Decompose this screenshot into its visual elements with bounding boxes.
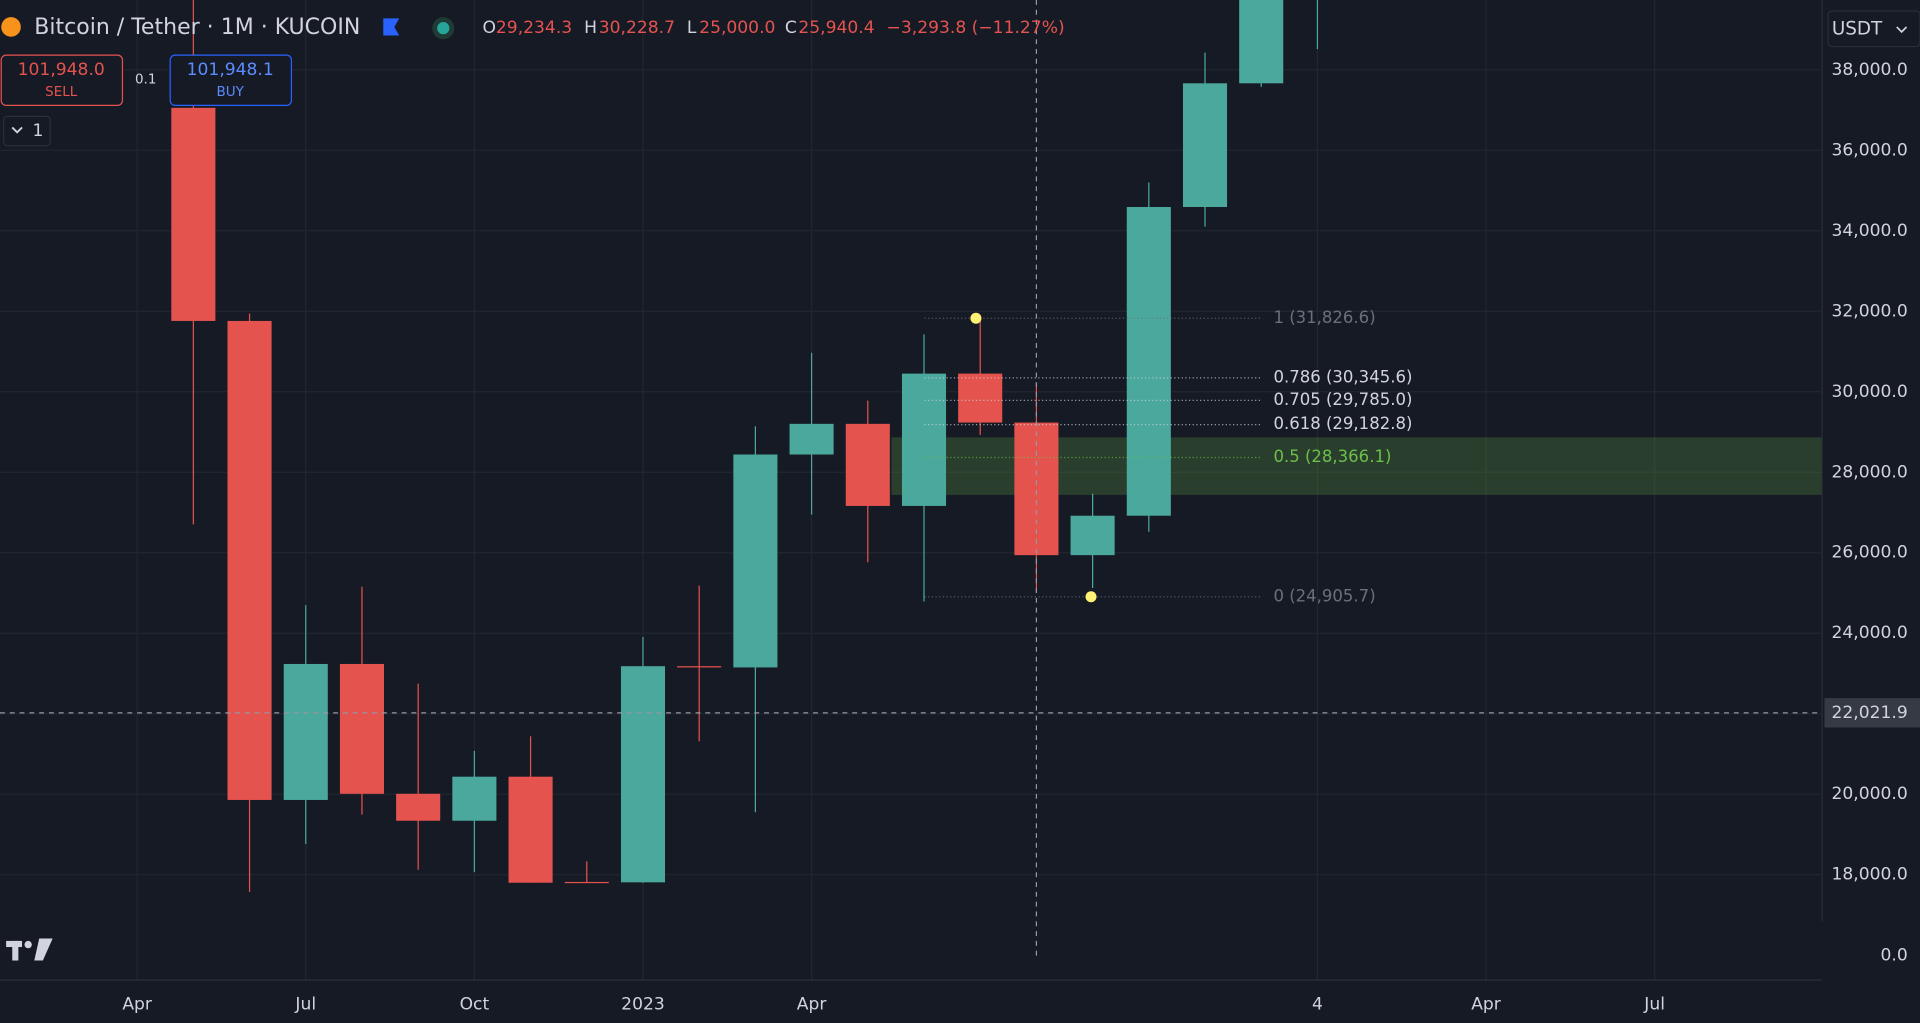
buy-label: BUY — [217, 84, 245, 100]
y-tick-label: 36,000.0 — [1832, 140, 1908, 160]
y-tick-label: 38,000.0 — [1832, 60, 1908, 80]
ohlc-label: H — [584, 18, 597, 38]
x-tick-label: 2023 — [621, 995, 665, 1015]
candle-body — [958, 373, 1003, 423]
x-tick-label: Jul — [294, 995, 316, 1015]
y-tick-label: 26,000.0 — [1832, 543, 1908, 563]
fib-label: 0.618 (29,182.8) — [1273, 414, 1412, 433]
candle-body — [1239, 0, 1284, 84]
buy-price: 101,948.1 — [187, 60, 274, 80]
sell-button[interactable] — [0, 54, 124, 106]
ohlc-value: 29,234.3 — [496, 18, 572, 38]
y-tick-label: 28,000.0 — [1832, 462, 1908, 482]
chevron — [1896, 26, 1908, 34]
ohlc-label: O — [482, 18, 495, 38]
sell-label: SELL — [45, 84, 78, 100]
ohlc-value: 30,228.7 — [599, 18, 675, 38]
axis-fragment: 0.0 — [1881, 946, 1908, 966]
symbol-title: Bitcoin / Tether · 1M · KUCOIN — [34, 15, 360, 40]
candle-body — [845, 423, 890, 506]
ohlc-value: 25,000.0 — [699, 18, 775, 38]
fib-label: 0.5 (28,366.1) — [1273, 447, 1391, 466]
flag-icon — [383, 18, 400, 36]
candle-body — [1182, 83, 1228, 208]
y-tick-label: 18,000.0 — [1832, 865, 1908, 885]
candle-body — [677, 666, 722, 668]
x-tick-label: Apr — [797, 995, 828, 1015]
indicators-count: 1 — [33, 121, 44, 141]
indicators-toggle[interactable] — [3, 115, 51, 147]
candle-body — [283, 663, 328, 800]
currency-select[interactable] — [1827, 10, 1920, 48]
candle-body — [171, 107, 216, 321]
candle-body — [452, 776, 497, 821]
fib-label: 0.786 (30,345.6) — [1273, 367, 1412, 386]
currency: USDT — [1832, 18, 1883, 39]
spread: 0.1 — [135, 72, 156, 88]
x-tick-label: Jul — [1643, 995, 1665, 1015]
fib-label: 0.705 (29,785.0) — [1273, 390, 1412, 409]
y-tick-label: 24,000.0 — [1832, 623, 1908, 643]
plot: 1 (31,826.6) 0.786 (30,345.6) 0.705 (29,78… — [0, 0, 1823, 981]
candle-body — [339, 663, 384, 794]
candle-body — [396, 793, 441, 821]
candle-body — [1070, 515, 1115, 556]
ohlc-change: −3,293.8 (−11.27%) — [887, 18, 1065, 38]
logo — [6, 938, 53, 961]
anchor-point — [1085, 591, 1097, 603]
fib-label: 0 (24,905.7) — [1273, 586, 1375, 605]
crosshair-price: 22,021.9 — [1832, 703, 1908, 723]
fib-label: 1 (31,826.6) — [1273, 308, 1375, 327]
buy-button[interactable] — [169, 54, 293, 106]
ohlc-label: L — [687, 18, 697, 38]
candle-body — [733, 454, 778, 668]
ohlc-label: C — [785, 18, 797, 38]
anchor-point — [970, 312, 982, 324]
status-dot — [437, 22, 450, 35]
candle-body — [227, 320, 272, 800]
y-tick-label: 20,000.0 — [1832, 784, 1908, 804]
ohlc-value: 25,940.4 — [798, 18, 874, 38]
candle-body — [620, 666, 666, 883]
candle-body — [789, 423, 834, 455]
candle-body — [901, 373, 947, 506]
sell-price: 101,948.0 — [18, 60, 105, 80]
candle-body — [508, 776, 553, 883]
y-tick-label: 32,000.0 — [1832, 301, 1908, 321]
candle-body — [1126, 207, 1171, 516]
y-tick-label: 30,000.0 — [1832, 382, 1908, 402]
axes: 18,000.020,000.022,000.024,000.026,000.0… — [122, 60, 1920, 1015]
x-tick-label: Apr — [1471, 995, 1502, 1015]
y-tick-label: 34,000.0 — [1832, 221, 1908, 241]
candle-body — [564, 881, 609, 884]
x-tick-label: 4 — [1312, 995, 1323, 1015]
chevron — [11, 126, 23, 134]
x-tick-label: Apr — [122, 995, 153, 1015]
coin-icon — [1, 17, 21, 37]
x-tick-label: Oct — [460, 995, 490, 1015]
crosshair-price-box — [1824, 698, 1920, 728]
